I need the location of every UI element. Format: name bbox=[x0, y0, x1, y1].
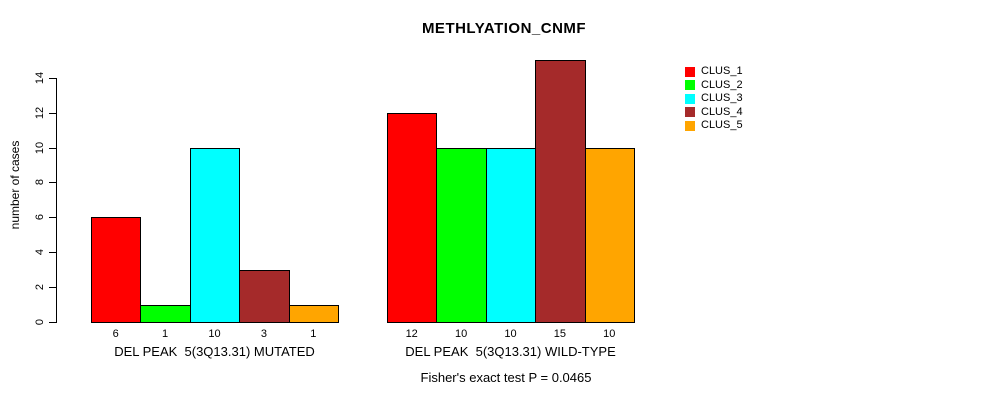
y-tick-label: 12 bbox=[34, 106, 46, 119]
bar-clus_4-group1 bbox=[239, 269, 290, 323]
legend-label: CLUS_5 bbox=[701, 119, 743, 132]
bar-clus_2-group1 bbox=[140, 304, 191, 323]
bar-clus_1-group2 bbox=[387, 112, 438, 323]
bar-value-label: 10 bbox=[504, 328, 517, 340]
legend-swatch-clus_5 bbox=[685, 120, 695, 131]
y-tick-mark bbox=[49, 112, 56, 114]
legend-item: CLUS_1 bbox=[685, 65, 743, 79]
legend-label: CLUS_1 bbox=[701, 65, 743, 78]
legend-item: CLUS_5 bbox=[685, 119, 743, 133]
y-axis-line bbox=[56, 77, 57, 323]
bar-value-label: 10 bbox=[208, 328, 221, 340]
y-tick-label: 0 bbox=[34, 318, 46, 326]
legend-label: CLUS_4 bbox=[701, 105, 743, 118]
y-tick-label: 6 bbox=[34, 214, 46, 221]
bar-value-label: 1 bbox=[162, 328, 169, 340]
y-tick-mark bbox=[49, 182, 56, 184]
bar-clus_5-group1 bbox=[288, 304, 339, 323]
legend-swatch-clus_4 bbox=[685, 107, 695, 118]
legend-item: CLUS_3 bbox=[685, 92, 743, 106]
y-tick-label: 8 bbox=[34, 179, 46, 186]
bar-clus_3-group2 bbox=[485, 147, 537, 323]
y-tick-label: 14 bbox=[34, 71, 46, 84]
y-tick-mark bbox=[49, 77, 56, 79]
y-tick-mark bbox=[49, 252, 56, 254]
legend-label: CLUS_3 bbox=[701, 92, 743, 105]
bar-clus_4-group2 bbox=[535, 60, 586, 323]
legend-swatch-clus_3 bbox=[685, 93, 695, 104]
bar-value-label: 10 bbox=[454, 328, 468, 340]
y-tick-mark bbox=[49, 287, 56, 289]
bar-value-label: 15 bbox=[553, 328, 567, 340]
legend: CLUS_1 CLUS_2 CLUS_3 CLUS_4 CLUS_5 bbox=[685, 65, 743, 133]
group-label: DEL PEAK 5(3Q13.31) MUTATED bbox=[114, 344, 315, 359]
legend-item: CLUS_4 bbox=[685, 106, 743, 120]
legend-swatch-clus_1 bbox=[685, 66, 695, 77]
bar-value-label: 12 bbox=[405, 328, 418, 340]
y-tick-label: 2 bbox=[34, 284, 46, 291]
y-tick-label: 10 bbox=[34, 141, 46, 154]
y-tick-mark bbox=[49, 322, 56, 323]
bar-clus_1-group1 bbox=[91, 217, 142, 323]
bar-clus_3-group1 bbox=[189, 147, 241, 323]
y-tick-label: 4 bbox=[34, 249, 46, 256]
bar-clus_5-group2 bbox=[584, 147, 635, 323]
group-label: DEL PEAK 5(3Q13.31) WILD-TYPE bbox=[405, 344, 616, 359]
y-axis-label: number of cases bbox=[8, 140, 22, 230]
bar-value-label: 6 bbox=[112, 328, 119, 340]
legend-item: CLUS_2 bbox=[685, 79, 743, 93]
bar-value-label: 1 bbox=[310, 328, 317, 340]
legend-swatch-clus_2 bbox=[685, 80, 695, 91]
bar-value-label: 10 bbox=[603, 328, 616, 340]
annotation-text: Fisher's exact test P = 0.0465 bbox=[420, 370, 592, 385]
bar-clus_2-group2 bbox=[436, 147, 487, 323]
y-tick-mark bbox=[49, 147, 56, 149]
bar-value-label: 3 bbox=[260, 328, 267, 340]
chart-title: METHLYATION_CNMF bbox=[421, 20, 587, 37]
legend-label: CLUS_2 bbox=[701, 78, 743, 91]
y-tick-mark bbox=[49, 217, 56, 219]
